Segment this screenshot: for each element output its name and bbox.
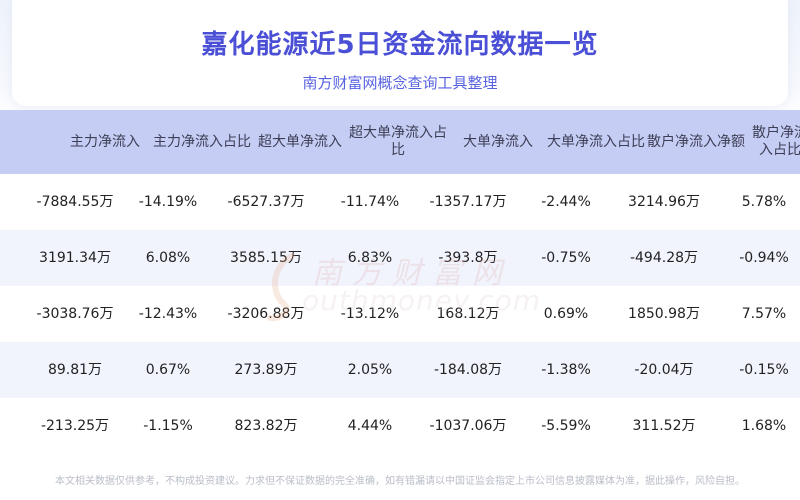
table-cell: 3585.15万 [230,249,302,266]
table-cell: 1850.98万 [628,305,700,322]
col-header-large-ratio: 大单净流入占比 [547,133,645,150]
col-header-xl-ratio: 超大单净流入占比 [349,125,447,158]
col-header-main-inflow: 主力净流入 [70,133,140,150]
table-cell: 0.69% [543,305,589,322]
table-cell: -13.12% [340,305,400,322]
table-cell: 7.57% [741,305,787,322]
col-header-retail-inflow: 散户净流入净额 [647,133,745,150]
table-cell: 273.89万 [234,361,298,378]
table-header-row: 期 主力净流入 主力净流入占比 超大单净流入 超大单净流入占比 大单净流入 大单… [0,110,800,174]
table-cell: 6 [0,230,12,286]
table-cell: -213.25万 [40,417,110,434]
title-card [12,0,788,106]
table-cell: -7884.55万 [36,193,114,210]
table-cell: 6.83% [347,249,393,266]
table-cell: -2.44% [541,193,591,210]
table-cell: 168.12万 [436,305,500,322]
table-cell: -1.15% [143,417,193,434]
col-header-xl-inflow: 超大单净流入 [258,133,342,150]
table-cell: -12.43% [138,305,198,322]
table-cell: -494.28万 [629,249,699,266]
table-cell: -0.75% [541,249,591,266]
table-cell: 5.78% [741,193,787,210]
table-cell: 7 [0,174,12,230]
table-cell: -184.08万 [433,361,503,378]
table-cell: 5 [0,286,12,342]
table-cell: -11.74% [340,193,400,210]
table-cell: -1.38% [541,361,591,378]
table-cell: -0.94% [739,249,789,266]
table-cell: 89.81万 [47,361,103,378]
table-cell: -393.8万 [438,249,498,266]
disclaimer: 本文相关数据仅供参考，不构成投资建议。力求但不保证数据的完全准确，如有错漏请以中… [55,476,745,487]
table-cell: 823.82万 [234,417,298,434]
col-header-date: 期 [0,110,22,174]
table-cell: 3191.34万 [39,249,111,266]
table-row: 6 3191.34万 6.08% 3585.15万 6.83% -393.8万 … [0,230,800,286]
page-subtitle: 南方财富网概念查询工具整理 [302,74,498,92]
table-cell: -1357.17万 [429,193,507,210]
table-cell: -3206.88万 [227,305,305,322]
table-cell: 3214.96万 [628,193,700,210]
table-cell: 311.52万 [632,417,696,434]
page-title: 嘉化能源近5日资金流向数据一览 [201,30,599,60]
table-cell: -20.04万 [634,361,694,378]
table-cell: -5.59% [541,417,591,434]
col-header-main-ratio: 主力净流入占比 [153,133,251,150]
table-cell: 4.44% [347,417,393,434]
table-cell: 1 [0,398,12,454]
table-row: 7 -7884.55万 -14.19% -6527.37万 -11.74% -1… [0,174,800,230]
table-cell: -6527.37万 [227,193,305,210]
table-cell: -0.15% [739,361,789,378]
table-cell: 4 [0,342,12,398]
table-cell: -1037.06万 [429,417,507,434]
table-row: 5 -3038.76万 -12.43% -3206.88万 -13.12% 16… [0,286,800,342]
table-row: 4 89.81万 0.67% 273.89万 2.05% -184.08万 -1… [0,342,800,398]
table-cell: 0.67% [145,361,191,378]
table-cell: 6.08% [145,249,191,266]
table-row: 1 -213.25万 -1.15% 823.82万 4.44% -1037.06… [0,398,800,454]
col-header-retail-ratio: 散户净流入占比 [752,125,800,158]
table-cell: -3038.76万 [36,305,114,322]
col-header-large-inflow: 大单净流入 [463,133,533,150]
table-cell: 2.05% [347,361,393,378]
table-cell: 1.68% [741,417,787,434]
table-cell: -14.19% [138,193,198,210]
